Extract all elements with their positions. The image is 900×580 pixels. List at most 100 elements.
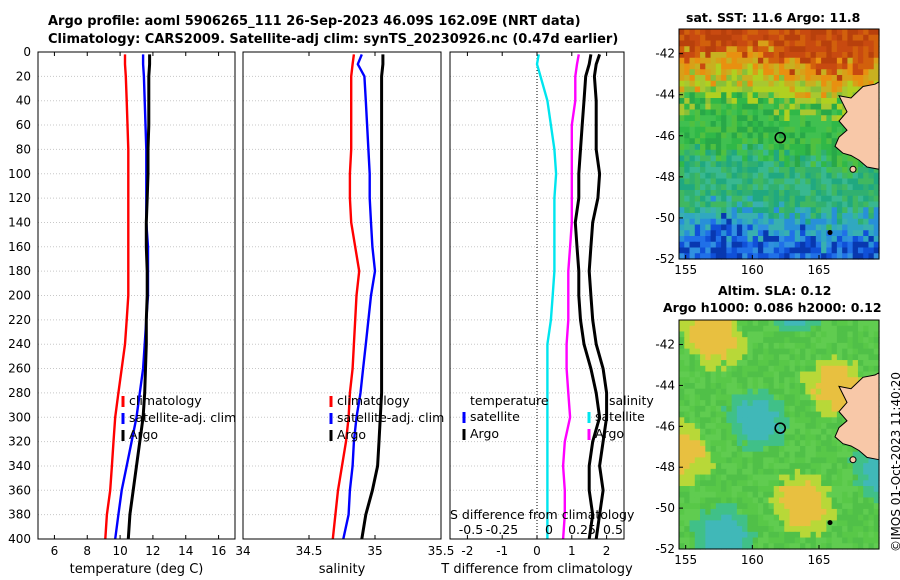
map-cell: [815, 207, 822, 214]
y-tick-label: 120: [8, 191, 31, 205]
map-cell: [763, 247, 770, 254]
map-cell: [742, 428, 749, 436]
map-cell: [747, 543, 754, 550]
map-cell: [826, 423, 833, 430]
map-cell: [821, 230, 827, 237]
map-lat-label: -46: [655, 129, 675, 143]
map-cell: [721, 184, 727, 191]
map-cell: [700, 411, 706, 418]
map-cell: [684, 247, 691, 254]
map-cell: [779, 543, 785, 550]
map-cell: [826, 486, 833, 493]
map-cell: [789, 365, 796, 373]
map-cell: [831, 52, 838, 59]
map-cell: [852, 207, 859, 214]
map-cell: [815, 365, 822, 373]
map-cell: [773, 86, 780, 93]
map-cell: [794, 508, 801, 516]
map-cell: [768, 331, 775, 338]
map-cell: [789, 400, 796, 407]
map-cell: [810, 144, 817, 151]
map-cell: [721, 463, 727, 470]
map-cell: [873, 520, 880, 527]
x-tick-label: 10: [112, 544, 127, 558]
map-cell: [857, 40, 864, 47]
map-cell: [689, 98, 696, 105]
map-cell: [705, 34, 712, 42]
map-cell: [815, 155, 822, 162]
salinity-series-climatology: [331, 54, 361, 540]
map-cell: [836, 109, 843, 116]
map-cell: [763, 92, 770, 99]
map-cell: [757, 63, 764, 70]
map-cell: [763, 468, 770, 476]
map-cell: [800, 331, 806, 338]
map-cell: [836, 75, 843, 82]
map-cell: [779, 75, 785, 82]
sst_map-frame: [678, 28, 880, 260]
map-cell: [736, 468, 743, 476]
map-cell: [689, 388, 696, 396]
map-cell: [684, 503, 691, 510]
map-cell: [763, 241, 770, 249]
map-cell: [768, 138, 775, 145]
map-cell: [731, 149, 738, 157]
map-cell: [731, 161, 738, 168]
map-cell: [815, 382, 822, 390]
legend-1-0-label: climatology: [337, 393, 410, 408]
map-cell: [847, 213, 854, 220]
map-cell: [726, 508, 733, 516]
title-line-2: Climatology: CARS2009. Satellite-adj cli…: [48, 32, 619, 47]
map-cell: [694, 218, 701, 226]
map-cell: [705, 348, 712, 355]
map-cell: [736, 531, 743, 539]
map-cell: [705, 480, 712, 487]
map-cell: [710, 526, 717, 533]
map-cell: [768, 230, 775, 237]
map-cell: [773, 354, 780, 361]
map-cell: [694, 178, 701, 185]
map-cell: [842, 201, 849, 208]
map-cell: [779, 468, 785, 476]
map-cell: [684, 126, 691, 134]
map-cell: [831, 149, 838, 157]
map-cell: [736, 463, 743, 470]
map-cell: [831, 69, 838, 76]
map-cell: [700, 457, 706, 464]
map-cell: [768, 474, 775, 481]
map-cell: [784, 149, 791, 157]
map-cell: [742, 526, 749, 533]
map-cell: [757, 342, 764, 350]
map-cell: [842, 69, 849, 76]
map-cell: [868, 224, 875, 231]
map-cell: [705, 337, 712, 344]
map-cell: [731, 468, 738, 476]
map-cell: [689, 526, 696, 533]
map-cell: [863, 184, 870, 191]
map-cell: [705, 377, 712, 384]
map-cell: [868, 491, 875, 499]
map-cell: [826, 52, 833, 59]
y-tick-label: 240: [8, 337, 31, 351]
map-cell: [773, 468, 780, 476]
map-cell: [857, 354, 864, 361]
map-cell: [721, 172, 727, 180]
map-cell: [710, 236, 717, 243]
map-cell: [826, 57, 833, 65]
map-cell: [800, 80, 806, 88]
map-cell: [726, 247, 733, 254]
map-cell: [752, 520, 759, 527]
map-cell: [736, 474, 743, 481]
map-cell: [747, 468, 754, 476]
map-cell: [689, 155, 696, 162]
map-cell: [736, 337, 743, 344]
map-cell: [779, 354, 785, 361]
map-cell: [784, 486, 791, 493]
map-cell: [763, 29, 770, 36]
map-cell: [836, 224, 843, 231]
map-cell: [726, 474, 733, 481]
map-cell: [700, 80, 706, 88]
map-cell: [800, 445, 806, 453]
map-cell: [710, 371, 717, 378]
map-cell: [721, 69, 727, 76]
